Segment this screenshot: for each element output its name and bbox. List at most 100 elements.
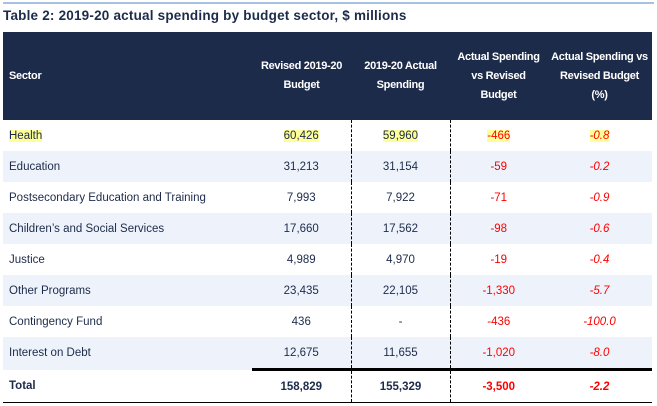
diff-cell-text: -71 (490, 191, 508, 204)
top-rule (3, 2, 654, 4)
budget-cell: 12,675 (252, 337, 351, 370)
budget-cell-text: 60,426 (283, 129, 319, 142)
pct-cell-text: -8.0 (589, 346, 610, 359)
sector-cell: Health (3, 120, 252, 151)
table-row: Justice 4,989 4,970 -19 -0.4 (3, 244, 652, 275)
budget-cell: 31,213 (252, 151, 351, 182)
diff-cell-text: -59 (490, 160, 508, 173)
budget-cell: 436 (252, 306, 351, 337)
header-pct: Actual Spending vs Revised Budget (%) (547, 32, 652, 120)
sector-cell-text: Education (9, 160, 61, 173)
diff-cell: -3,500 (449, 368, 547, 403)
sector-cell: Education (3, 151, 252, 182)
budget-cell-text: 158,829 (280, 380, 323, 393)
sector-cell-text: Total (9, 379, 36, 392)
budget-cell: 60,426 (252, 120, 351, 151)
sector-cell: Postsecondary Education and Training (3, 182, 252, 213)
sector-cell-text: Health (9, 129, 43, 142)
diff-cell: -1,020 (449, 337, 547, 370)
pct-cell: -5.7 (547, 275, 652, 306)
budget-cell-text: 436 (291, 315, 311, 328)
diff-cell-text: -466 (487, 129, 511, 142)
header-sector: Sector (3, 32, 252, 120)
pct-cell: -0.2 (547, 151, 652, 182)
pct-cell: -0.4 (547, 244, 652, 275)
pct-cell-text: -0.8 (589, 129, 610, 142)
total-row: Total 158,829 155,329 -3,500 -2.2 (3, 368, 652, 403)
diff-cell-text: -3,500 (482, 380, 516, 393)
diff-cell: -1,330 (449, 275, 547, 306)
pct-cell: -100.0 (547, 306, 652, 337)
sector-cell: Interest on Debt (3, 337, 252, 370)
header-actual: 2019-20 Actual Spending (351, 32, 450, 120)
sector-cell: Other Programs (3, 275, 252, 306)
actual-cell-text: 155,329 (379, 380, 422, 393)
actual-cell: 17,562 (350, 213, 450, 244)
actual-cell: 59,960 (350, 120, 450, 151)
diff-cell: -436 (449, 306, 547, 337)
actual-cell-text: 22,105 (382, 284, 419, 297)
budget-cell-text: 31,213 (283, 160, 319, 173)
pct-cell-text: -2.2 (589, 380, 610, 393)
budget-cell-text: 12,675 (283, 346, 319, 359)
actual-cell: 4,970 (350, 244, 450, 275)
sector-cell: Children’s and Social Services (3, 213, 252, 244)
budget-cell: 4,989 (252, 244, 351, 275)
sector-cell: Justice (3, 244, 252, 275)
budget-cell-text: 7,993 (286, 191, 316, 204)
pct-cell-text: -100.0 (583, 315, 616, 328)
actual-cell: 31,154 (350, 151, 450, 182)
header-budget: Revised 2019-20 Budget (252, 32, 351, 120)
pct-cell-text: -0.6 (589, 222, 610, 235)
actual-cell: 7,922 (350, 182, 450, 213)
budget-cell-text: 17,660 (283, 222, 319, 235)
actual-cell-text: 4,970 (386, 253, 415, 266)
diff-cell-text: -19 (490, 253, 508, 266)
diff-cell-text: -1,330 (482, 284, 516, 297)
actual-cell-text: 7,922 (386, 191, 415, 204)
actual-cell: 11,655 (350, 337, 450, 370)
budget-cell: 23,435 (252, 275, 351, 306)
table-row: Other Programs 23,435 22,105 -1,330 -5.7 (3, 275, 652, 306)
header-diff: Actual Spending vs Revised Budget (450, 32, 547, 120)
diff-cell: -71 (449, 182, 547, 213)
pct-cell: -0.9 (547, 182, 652, 213)
pct-cell: -0.6 (547, 213, 652, 244)
budget-cell-text: 23,435 (283, 284, 319, 297)
diff-cell: -59 (449, 151, 547, 182)
actual-cell-text: 17,562 (382, 222, 419, 235)
table-row: Contingency Fund 436 - -436 -100.0 (3, 306, 652, 337)
sector-cell: Contingency Fund (3, 306, 252, 337)
budget-cell: 17,660 (252, 213, 351, 244)
budget-cell: 158,829 (252, 368, 351, 403)
diff-cell: -19 (449, 244, 547, 275)
sector-cell-text: Other Programs (9, 284, 91, 297)
actual-cell-text: - (398, 315, 403, 328)
actual-cell: 22,105 (350, 275, 450, 306)
actual-cell: - (350, 306, 450, 337)
budget-cell: 7,993 (252, 182, 351, 213)
table-title: Table 2: 2019-20 actual spending by budg… (3, 8, 407, 23)
actual-cell-text: 59,960 (382, 129, 419, 142)
budget-cell-text: 4,989 (286, 253, 316, 266)
pct-cell-text: -0.4 (589, 253, 610, 266)
pct-cell-text: -5.7 (589, 284, 610, 297)
actual-cell-text: 31,154 (382, 160, 419, 173)
header-row: Sector Revised 2019-20 Budget 2019-20 Ac… (3, 32, 652, 120)
table-row: Health 60,426 59,960 -466 -0.8 (3, 120, 652, 151)
diff-cell: -466 (449, 120, 547, 151)
spending-table: Sector Revised 2019-20 Budget 2019-20 Ac… (3, 32, 652, 403)
actual-cell: 155,329 (350, 368, 450, 403)
table-row: Education 31,213 31,154 -59 -0.2 (3, 151, 652, 182)
diff-cell-text: -436 (487, 315, 511, 328)
sector-cell-text: Justice (9, 253, 45, 266)
sector-cell-text: Postsecondary Education and Training (9, 191, 206, 204)
table-row: Postsecondary Education and Training 7,99… (3, 182, 652, 213)
pct-cell-text: -0.9 (589, 191, 610, 204)
pct-cell: -2.2 (547, 368, 652, 403)
pct-cell-text: -0.2 (589, 160, 610, 173)
sector-cell-text: Children’s and Social Services (9, 222, 165, 235)
pct-cell: -0.8 (547, 120, 652, 151)
sector-cell-text: Interest on Debt (9, 347, 91, 360)
table-row: Interest on Debt 12,675 11,655 -1,020 -8.0 (3, 337, 652, 370)
